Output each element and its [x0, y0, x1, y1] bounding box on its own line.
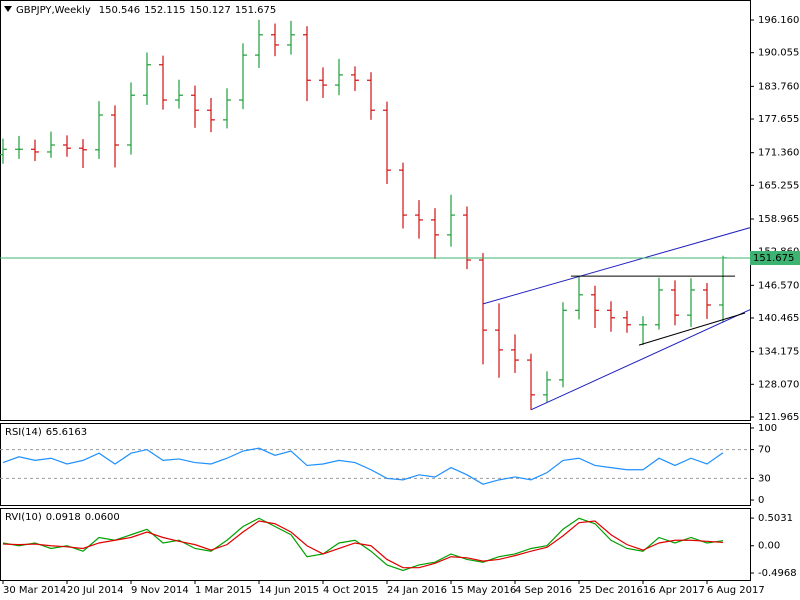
x-tick-label: 30 Mar 2014 [3, 585, 66, 596]
rvi-title: RVI(10) [5, 512, 42, 523]
y-tick-label: 30 [758, 473, 771, 484]
y-tick-label: 165.255 [758, 180, 799, 191]
y-tick-label: 158.965 [758, 214, 799, 225]
rsi-header: RSI(14) 65.6163 [5, 427, 87, 438]
y-tick-label: 128.070 [758, 379, 799, 390]
y-tick-label: 171.360 [758, 148, 799, 159]
x-tick-label: 25 Dec 2016 [579, 585, 643, 596]
y-tick-label: 196.160 [758, 15, 799, 26]
y-tick-label: 140.465 [758, 313, 799, 324]
trendline [638, 312, 746, 346]
rvi-header: RVI(10) 0.0918 0.0600 [5, 512, 120, 523]
indicator-line [2, 517, 724, 572]
panel [2, 517, 724, 572]
collapse-icon[interactable] [4, 6, 12, 12]
rvi-signal-value: 0.0600 [85, 512, 120, 523]
symbol-title: GBPJPY,Weekly [16, 5, 91, 16]
x-tick-label: 20 Jul 2014 [67, 585, 124, 596]
indicator-line [2, 520, 724, 569]
trendline [482, 227, 750, 305]
x-tick-label: 15 May 2016 [451, 585, 516, 596]
y-tick-label: 0.00 [758, 541, 780, 552]
y-tick-label: 146.570 [758, 280, 799, 291]
trendline [530, 309, 750, 411]
price-label-box [750, 251, 800, 266]
x-tick-label: 4 Sep 2016 [515, 585, 572, 596]
indicator-line [2, 447, 724, 485]
panel [0, 447, 750, 485]
y-tick-label: -0.4968 [758, 568, 797, 579]
quote-open: 150.546 [99, 5, 140, 16]
y-tick-label: 70 [758, 445, 771, 456]
price-label: 151.675 [753, 253, 794, 264]
panel [0, 19, 750, 411]
x-tick-label: 16 Apr 2017 [643, 585, 705, 596]
rsi-title: RSI(14) [5, 427, 42, 438]
y-tick-label: 177.655 [758, 114, 799, 125]
quote-high: 152.115 [144, 5, 185, 16]
rvi-value: 0.0918 [46, 512, 81, 523]
chart-header: GBPJPY,Weekly 150.546 152.115 150.127 151.67… [16, 5, 276, 16]
rsi-value: 65.6163 [46, 427, 87, 438]
x-tick-label: 4 Oct 2015 [323, 585, 378, 596]
y-tick-label: 183.760 [758, 81, 799, 92]
y-tick-label: 0.5031 [758, 513, 793, 524]
rsi-panel-frame [0, 423, 751, 506]
x-tick-label: 24 Jan 2016 [387, 585, 447, 596]
quote-close: 151.675 [235, 5, 276, 16]
quote-low: 150.127 [190, 5, 231, 16]
main-panel-frame [0, 0, 751, 421]
y-tick-label: 100 [758, 423, 777, 434]
x-tick-label: 14 Jun 2015 [259, 585, 319, 596]
y-tick-label: 134.175 [758, 347, 799, 358]
x-tick-label: 6 Aug 2017 [707, 585, 765, 596]
y-tick-label: 190.055 [758, 48, 799, 59]
rvi-panel-frame [0, 508, 751, 581]
x-tick-label: 1 Mar 2015 [195, 585, 252, 596]
x-tick-label: 9 Nov 2014 [131, 585, 189, 596]
y-tick-label: 121.965 [758, 412, 799, 423]
y-tick-label: 0 [758, 495, 764, 506]
